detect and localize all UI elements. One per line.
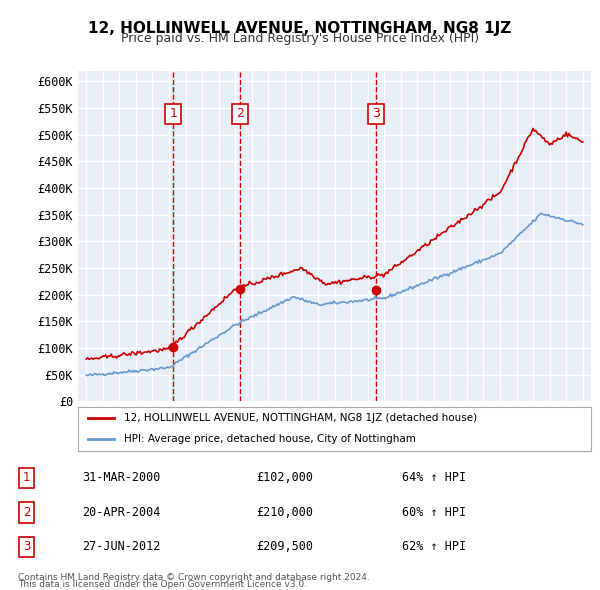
Text: 62% ↑ HPI: 62% ↑ HPI bbox=[402, 540, 466, 553]
Text: 12, HOLLINWELL AVENUE, NOTTINGHAM, NG8 1JZ (detached house): 12, HOLLINWELL AVENUE, NOTTINGHAM, NG8 1… bbox=[124, 413, 477, 423]
Text: 3: 3 bbox=[23, 540, 30, 553]
Text: £209,500: £209,500 bbox=[256, 540, 313, 553]
Text: 1: 1 bbox=[169, 107, 177, 120]
Text: 60% ↑ HPI: 60% ↑ HPI bbox=[402, 506, 466, 519]
Text: 2: 2 bbox=[236, 107, 244, 120]
Text: 27-JUN-2012: 27-JUN-2012 bbox=[82, 540, 160, 553]
Text: This data is licensed under the Open Government Licence v3.0.: This data is licensed under the Open Gov… bbox=[18, 581, 307, 589]
Text: 64% ↑ HPI: 64% ↑ HPI bbox=[402, 471, 466, 484]
Text: 12, HOLLINWELL AVENUE, NOTTINGHAM, NG8 1JZ: 12, HOLLINWELL AVENUE, NOTTINGHAM, NG8 1… bbox=[88, 21, 512, 35]
Text: 3: 3 bbox=[372, 107, 380, 120]
Text: 20-APR-2004: 20-APR-2004 bbox=[82, 506, 160, 519]
Text: £210,000: £210,000 bbox=[256, 506, 313, 519]
Text: 31-MAR-2000: 31-MAR-2000 bbox=[82, 471, 160, 484]
Text: 1: 1 bbox=[23, 471, 30, 484]
Text: 2: 2 bbox=[23, 506, 30, 519]
Text: Contains HM Land Registry data © Crown copyright and database right 2024.: Contains HM Land Registry data © Crown c… bbox=[18, 573, 370, 582]
Text: HPI: Average price, detached house, City of Nottingham: HPI: Average price, detached house, City… bbox=[124, 434, 416, 444]
Text: Price paid vs. HM Land Registry's House Price Index (HPI): Price paid vs. HM Land Registry's House … bbox=[121, 32, 479, 45]
Text: £102,000: £102,000 bbox=[256, 471, 313, 484]
